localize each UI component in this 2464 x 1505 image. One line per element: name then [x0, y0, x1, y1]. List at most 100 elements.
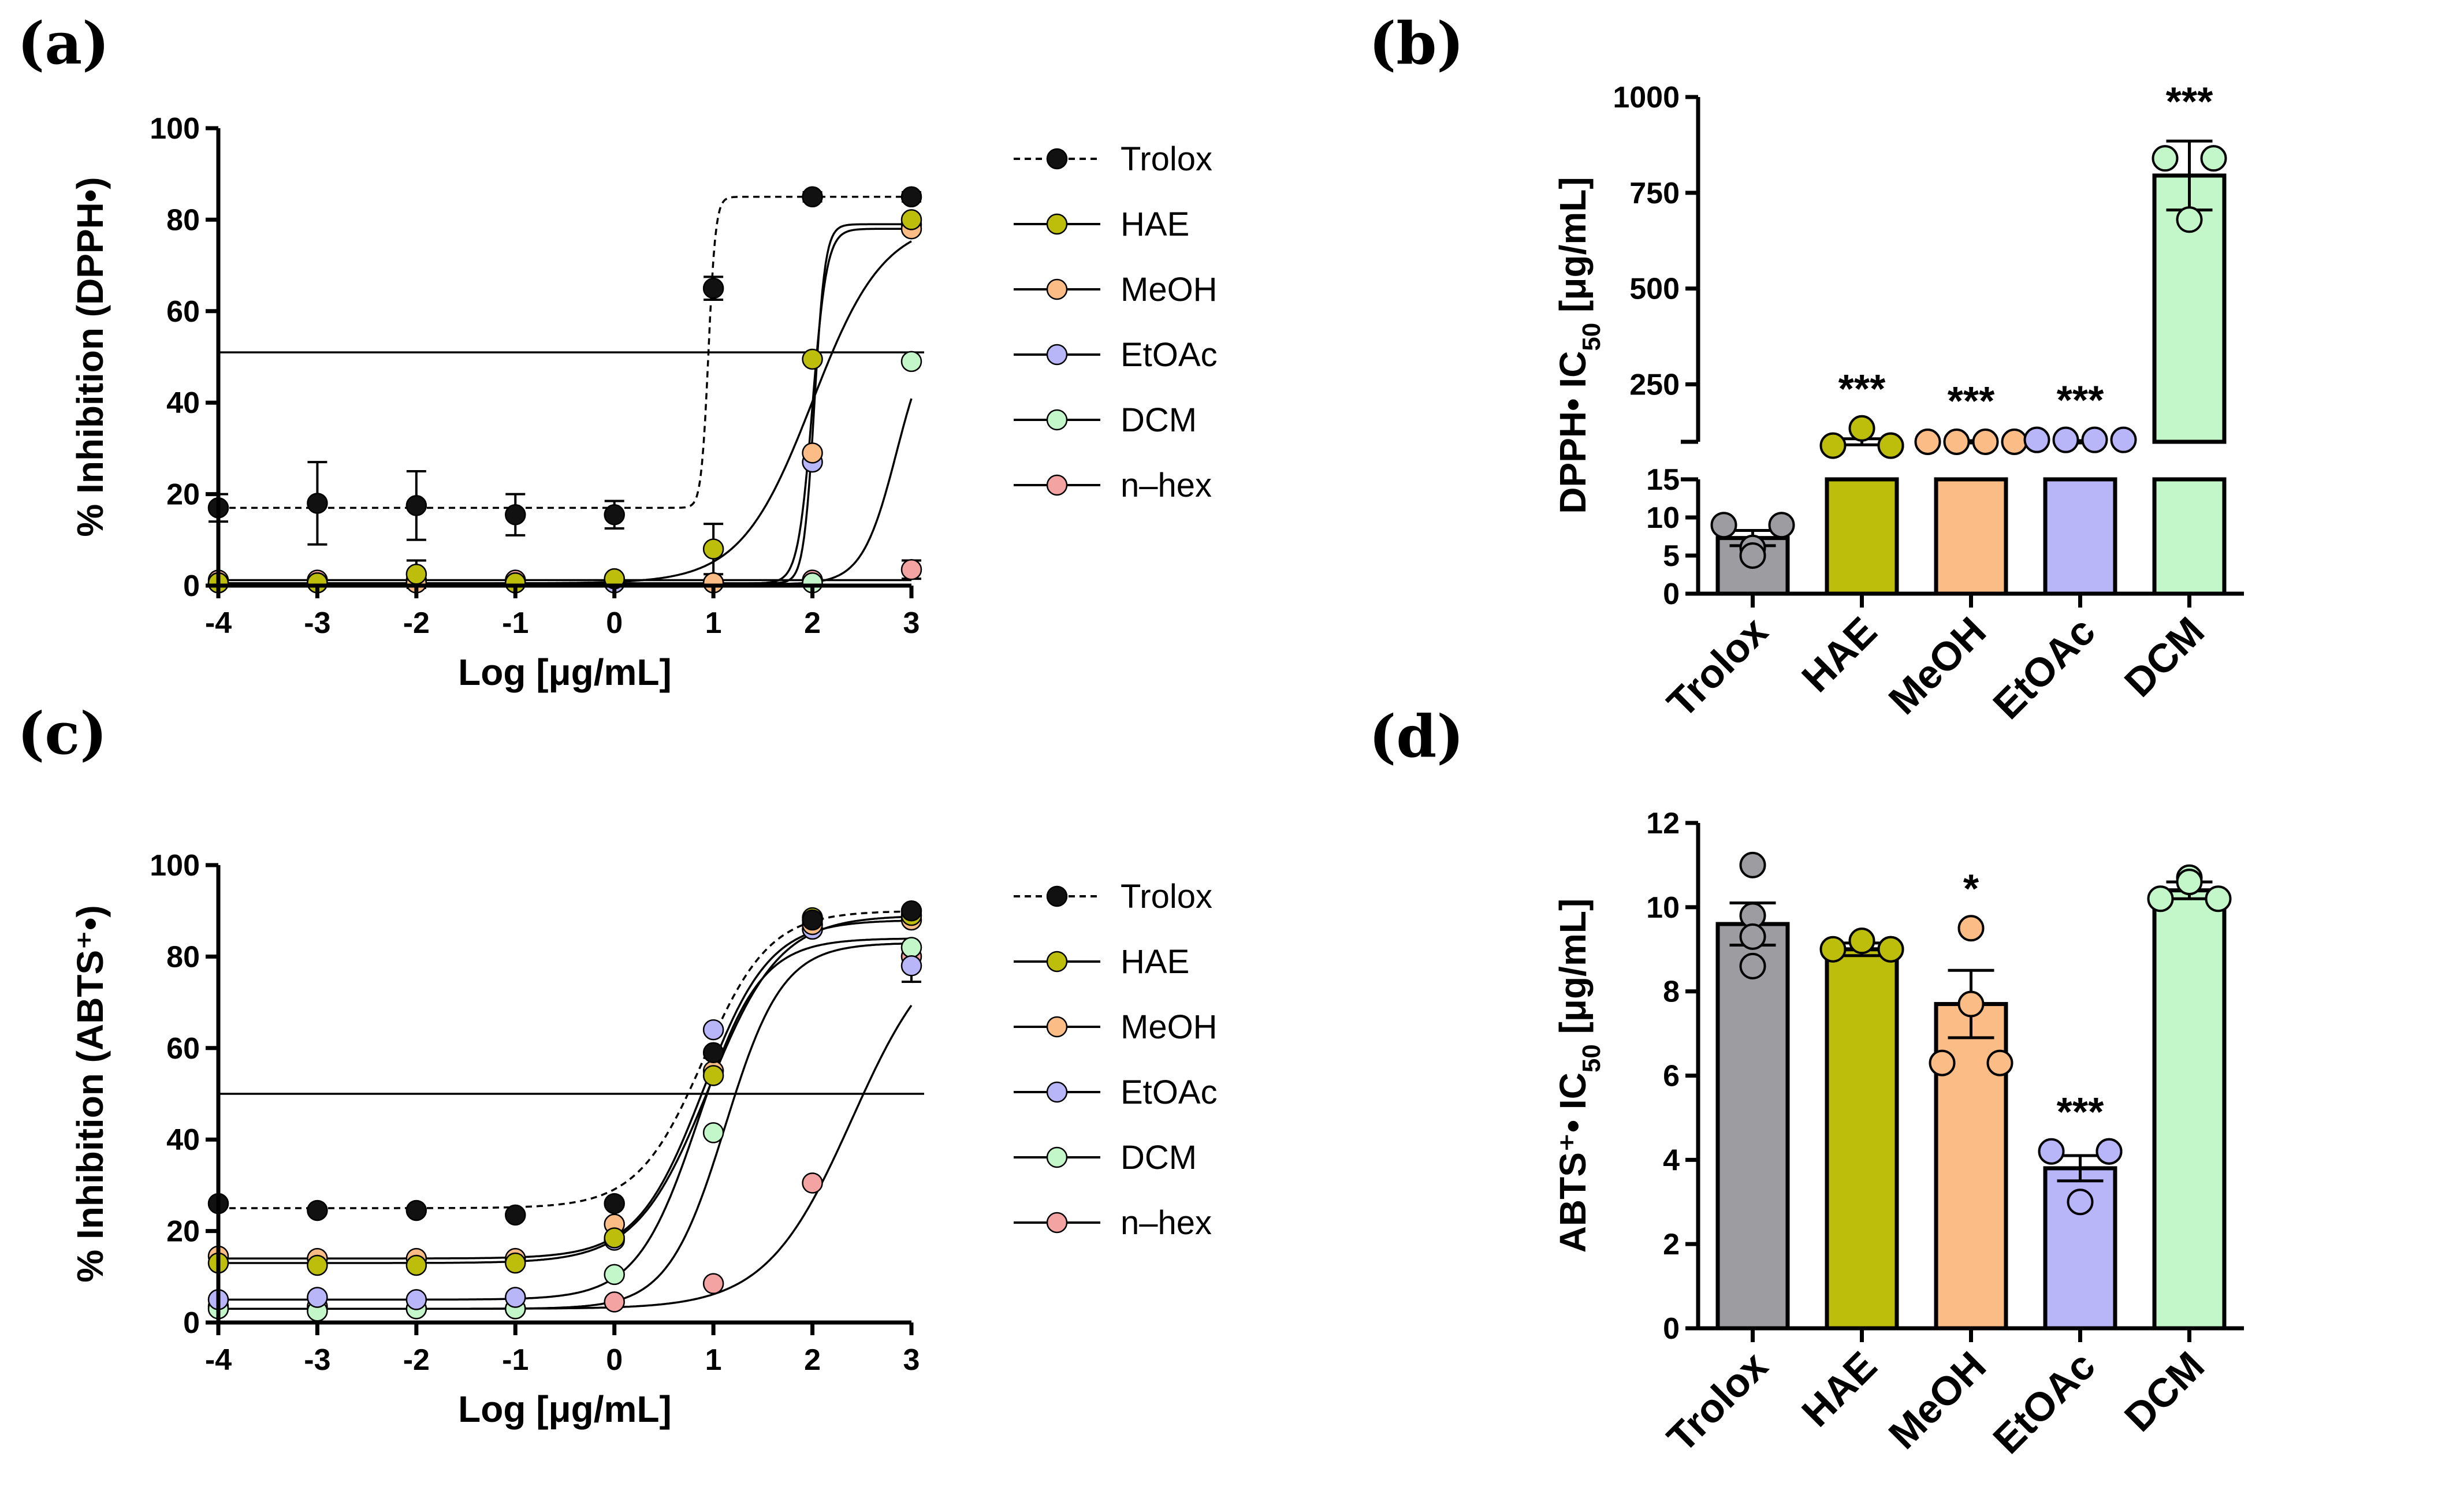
- y-tick-label: 5: [1663, 539, 1680, 573]
- y-tick-label: 80: [166, 203, 200, 237]
- significance-marker: ***: [1948, 378, 1995, 423]
- data-point-EtOAc: [2067, 1189, 2094, 1216]
- data-point-MeOH: [1957, 990, 1985, 1018]
- fit-curve-DCM: [218, 398, 913, 586]
- panel-a: (a) 0 20 40 60 80 100 -4 -3 -2 -1 0 1 2 3 Log [μg/mL] % …: [17, 9, 1218, 693]
- legend-marker-Trolox: [1046, 885, 1068, 907]
- x-tick-label: -4: [205, 606, 232, 640]
- x-category-label: HAE: [1793, 1343, 1885, 1435]
- data-point-HAE: [702, 1065, 724, 1086]
- y-tick-label: 10: [1646, 501, 1680, 535]
- data-point-Trolox: [505, 504, 526, 526]
- legend-label-DCM: DCM: [1121, 401, 1197, 439]
- data-point-HAE: [405, 563, 427, 585]
- y-tick-label: 250: [1629, 368, 1680, 402]
- panel-label: (d): [1369, 702, 1464, 770]
- data-point-EtOAc: [702, 1019, 724, 1041]
- y-tick-label: 4: [1663, 1143, 1680, 1177]
- x-tick-label: -2: [403, 1343, 430, 1377]
- data-point-DCM: [702, 1122, 724, 1143]
- data-point-EtOAc: [405, 1289, 427, 1310]
- data-point-HAE: [505, 1252, 526, 1274]
- data-point-HAE: [1877, 936, 1904, 963]
- data-point-DCM: [2152, 145, 2179, 172]
- legend-marker-DCM: [1046, 1146, 1068, 1168]
- y-tick-label: 80: [166, 940, 200, 974]
- data-point-HAE: [405, 1254, 427, 1276]
- x-tick-label: 0: [606, 606, 623, 640]
- data-point-DCM: [900, 351, 922, 372]
- legend-marker-Trolox: [1046, 148, 1068, 170]
- x-tick-label: 2: [804, 606, 821, 640]
- x-tick-label: -1: [502, 606, 528, 640]
- y-tick-label: 60: [166, 295, 200, 329]
- data-point-EtOAc: [2095, 1138, 2123, 1165]
- legend-marker-MeOH: [1046, 278, 1068, 300]
- data-point-HAE: [702, 538, 724, 560]
- y-tick-label: 100: [150, 849, 200, 882]
- y-axis-title-unit: [μg/mL]: [1552, 177, 1594, 322]
- fit-curve-Trolox: [218, 910, 911, 1209]
- y-axis-title: DPPH• IC50 [μg/mL]: [1552, 177, 1606, 513]
- x-tick-label: 3: [903, 1343, 920, 1377]
- x-category-label: DCM: [2116, 608, 2213, 705]
- data-point-Trolox: [307, 1199, 328, 1221]
- data-point-HAE: [307, 1254, 328, 1276]
- data-point-n-hex: [702, 1273, 724, 1294]
- x-axis-title: Log [μg/mL]: [458, 1388, 672, 1430]
- data-point-DCM: [2200, 145, 2227, 172]
- data-point-Trolox: [307, 493, 328, 514]
- y-tick-label: 0: [1663, 578, 1680, 611]
- y-tick-label: 60: [166, 1032, 200, 1066]
- bar-DCM: [2152, 888, 2227, 1331]
- significance-marker: ***: [2166, 79, 2213, 124]
- significance-marker: *: [1963, 866, 1979, 911]
- data-point-n-hex: [900, 559, 922, 580]
- fit-curve-HAE: [218, 240, 912, 584]
- legend-marker-EtOAc: [1046, 1081, 1068, 1103]
- legend-label-n-hex: n–hex: [1121, 1204, 1212, 1242]
- fit-curve-MeOH: [218, 919, 912, 1260]
- data-point-Trolox: [405, 495, 427, 516]
- data-point-Trolox: [405, 1199, 427, 1221]
- data-point-Trolox: [604, 504, 625, 526]
- data-point-EtOAc: [2038, 1138, 2065, 1165]
- x-category-label: MeOH: [1880, 1343, 1994, 1457]
- data-point-MeOH: [1986, 1049, 2013, 1076]
- y-tick-label: 0: [1663, 1312, 1680, 1346]
- y-tick-label: 1000: [1613, 81, 1680, 114]
- y-tick-label: 40: [166, 386, 200, 420]
- x-category-label: DCM: [2116, 1343, 2213, 1440]
- y-tick-label: 20: [166, 1215, 200, 1249]
- data-point-Trolox: [604, 1193, 625, 1215]
- y-axis-title: % Inhibition (ABTS⁺•): [69, 905, 111, 1282]
- y-axis-title-subscript: 50: [1577, 323, 1606, 351]
- y-tick-label: 2: [1663, 1228, 1680, 1261]
- x-category-label: EtOAc: [1985, 608, 2104, 727]
- data-point-EtOAc: [2023, 426, 2050, 453]
- legend-marker-n-hex: [1046, 1212, 1068, 1234]
- bar-Trolox: [1715, 922, 1790, 1331]
- x-axis-title: Log [μg/mL]: [458, 651, 672, 693]
- panel-label: (b): [1369, 9, 1464, 77]
- data-point-DCM: [2176, 869, 2203, 896]
- data-point-HAE: [1819, 936, 1847, 963]
- y-axis-title-main: DPPH• IC: [1552, 351, 1594, 514]
- data-point-EtOAc: [307, 1287, 328, 1308]
- y-tick-label: 8: [1663, 975, 1680, 1009]
- legend-marker-DCM: [1046, 409, 1068, 431]
- y-axis-title: % Inhibition (DPPH•): [69, 177, 111, 537]
- x-category-label: Trolox: [1658, 1343, 1776, 1461]
- data-point-Trolox: [702, 1042, 724, 1063]
- data-point-n-hex: [604, 1291, 625, 1313]
- fit-curve-EtOAc: [218, 223, 911, 584]
- data-point-HAE: [900, 209, 922, 230]
- y-axis-title: ABTS⁺• IC50 [μg/mL]: [1552, 899, 1606, 1253]
- y-axis-title-main: ABTS⁺• IC: [1552, 1072, 1594, 1253]
- y-tick-label: 15: [1646, 463, 1680, 497]
- legend-marker-HAE: [1046, 951, 1068, 973]
- data-point-DCM: [2176, 206, 2203, 233]
- data-point-Trolox: [900, 900, 922, 922]
- y-tick-label: 40: [166, 1123, 200, 1157]
- y-tick-label: 0: [183, 1306, 200, 1340]
